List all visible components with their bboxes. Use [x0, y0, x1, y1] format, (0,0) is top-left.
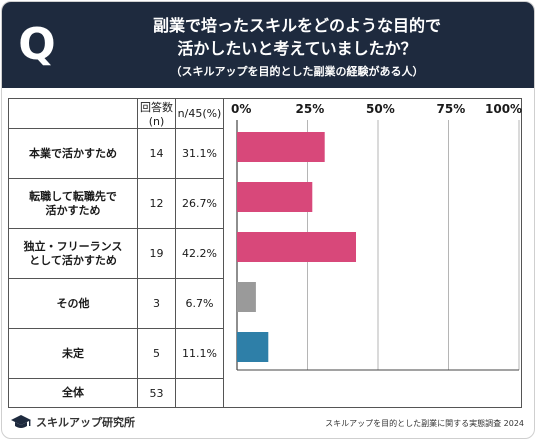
table-row-count: 12 — [137, 178, 176, 229]
table-row-label: 本業で活かすため — [8, 128, 138, 179]
table-row-percent: 6.7% — [175, 278, 224, 329]
bar — [237, 232, 357, 262]
table-row-label: 転職して転職先で 活かすため — [8, 178, 138, 229]
table-row-label: 未定 — [8, 328, 138, 379]
x-tick-label: 50% — [366, 102, 395, 116]
graduation-cap-icon — [11, 415, 31, 428]
bar — [237, 332, 269, 362]
header-blank-cell — [8, 98, 138, 129]
x-tick-label: 75% — [436, 102, 466, 116]
table-row-count: 19 — [137, 228, 176, 279]
bar-chart: 0% 25% 50% 75% 100% — [229, 98, 527, 399]
x-tick-label: 25% — [295, 102, 325, 116]
table-row-percent: 26.7% — [175, 178, 224, 229]
total-row-count: 53 — [137, 378, 176, 408]
bar — [237, 132, 325, 162]
result-table: 回答数(n) n/45(%) 本業で活かすため 14 31.1% 転職して転職先… — [8, 98, 522, 408]
table-row-percent: 11.1% — [175, 328, 224, 379]
table-row-label: 独立・フリーランス として活かすため — [8, 228, 138, 279]
svg-text:Q: Q — [18, 20, 55, 68]
percent-column-header: n/45(%) — [175, 98, 224, 129]
table-row-count: 5 — [137, 328, 176, 379]
total-row-percent-blank — [175, 378, 224, 408]
survey-source: スキルアップを目的とした副業に関する実態調査 2024 — [325, 419, 524, 428]
table-row-label: その他 — [8, 278, 138, 329]
question-title: 副業で培ったスキルをどのような目的で 活かしたいと考えていましたか？ — [152, 16, 441, 58]
table-row-count: 3 — [137, 278, 176, 329]
x-tick-label: 100% — [485, 102, 523, 116]
brand-logo: スキルアップ研究所 — [10, 413, 135, 431]
question-header: Q 副業で培ったスキルをどのような目的で 活かしたいと考えていましたか？ （スキ… — [2, 2, 534, 88]
table-row-percent: 42.2% — [175, 228, 224, 279]
bar — [237, 282, 256, 312]
count-column-header: 回答数(n) — [137, 98, 176, 129]
table-row-percent: 31.1% — [175, 128, 224, 179]
bar — [237, 182, 313, 212]
question-subtitle: （スキルアップを目的とした副業の経験がある人） — [170, 65, 424, 78]
table-row-count: 14 — [137, 128, 176, 179]
brand-name: スキルアップ研究所 — [36, 416, 135, 429]
total-row-label: 全体 — [8, 378, 138, 408]
x-tick-label: 0% — [231, 102, 252, 116]
q-badge-icon: Q — [16, 19, 58, 70]
bar-chart-svg — [236, 120, 520, 371]
